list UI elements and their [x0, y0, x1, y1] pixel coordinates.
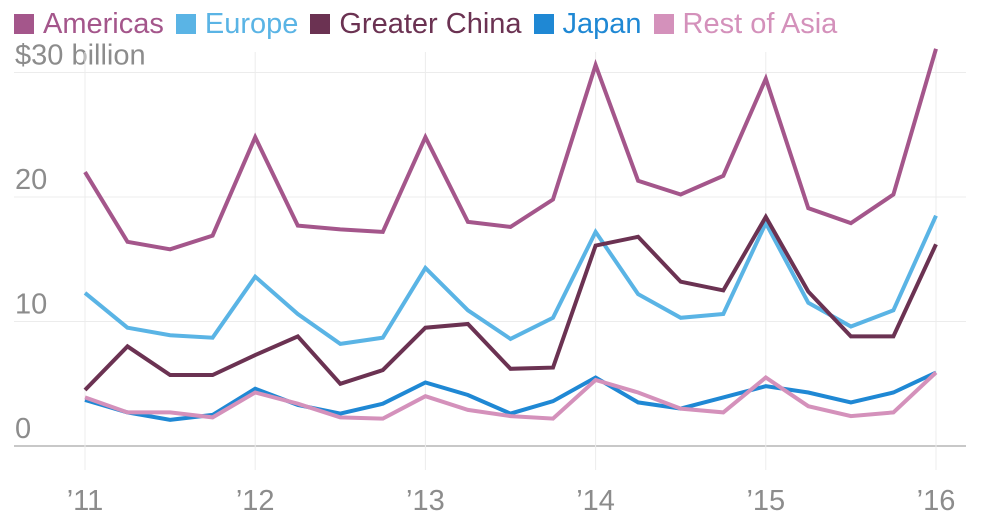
series-line-greater-china — [83, 212, 938, 392]
legend-item-rest-of-asia[interactable]: Rest of Asia — [653, 6, 838, 42]
legend-swatch-rest-of-asia — [653, 14, 674, 34]
x-tick-label: ’16 — [917, 485, 956, 517]
legend-swatch-japan — [533, 14, 554, 34]
legend-item-greater-china[interactable]: Greater China — [310, 6, 522, 42]
legend-item-europe[interactable]: Europe — [175, 6, 299, 42]
series-line-americas — [83, 48, 938, 252]
x-tick-label: ’15 — [746, 485, 785, 517]
legend-label-rest-of-asia: Rest of Asia — [682, 8, 838, 40]
y-tick-label: $30 billion — [15, 40, 146, 72]
legend-swatch-greater-china — [310, 14, 331, 34]
y-tick-label: 20 — [15, 164, 47, 196]
legend-label-europe: Europe — [204, 8, 299, 40]
y-tick-label: 10 — [15, 289, 47, 321]
legend-item-americas[interactable]: Americas — [14, 6, 164, 42]
x-tick-label: ’12 — [236, 485, 275, 517]
legend-swatch-americas — [14, 14, 34, 34]
legend-label-japan: Japan — [562, 8, 642, 40]
legend-swatch-europe — [175, 14, 196, 34]
legend-label-americas: Americas — [43, 8, 164, 40]
legend-item-japan[interactable]: Japan — [533, 6, 642, 42]
x-tick-label: ’13 — [406, 485, 445, 517]
series-line-japan — [84, 370, 937, 422]
y-tick-label: 0 — [15, 413, 31, 445]
series-line-europe — [83, 214, 938, 346]
x-tick-label: ’14 — [576, 485, 615, 517]
series-line-rest-of-asia — [84, 371, 938, 421]
x-tick-label: ’11 — [67, 485, 104, 517]
legend: Americas Europe Greater China Japan Rest… — [14, 6, 837, 42]
legend-label-greater-china: Greater China — [339, 8, 522, 40]
